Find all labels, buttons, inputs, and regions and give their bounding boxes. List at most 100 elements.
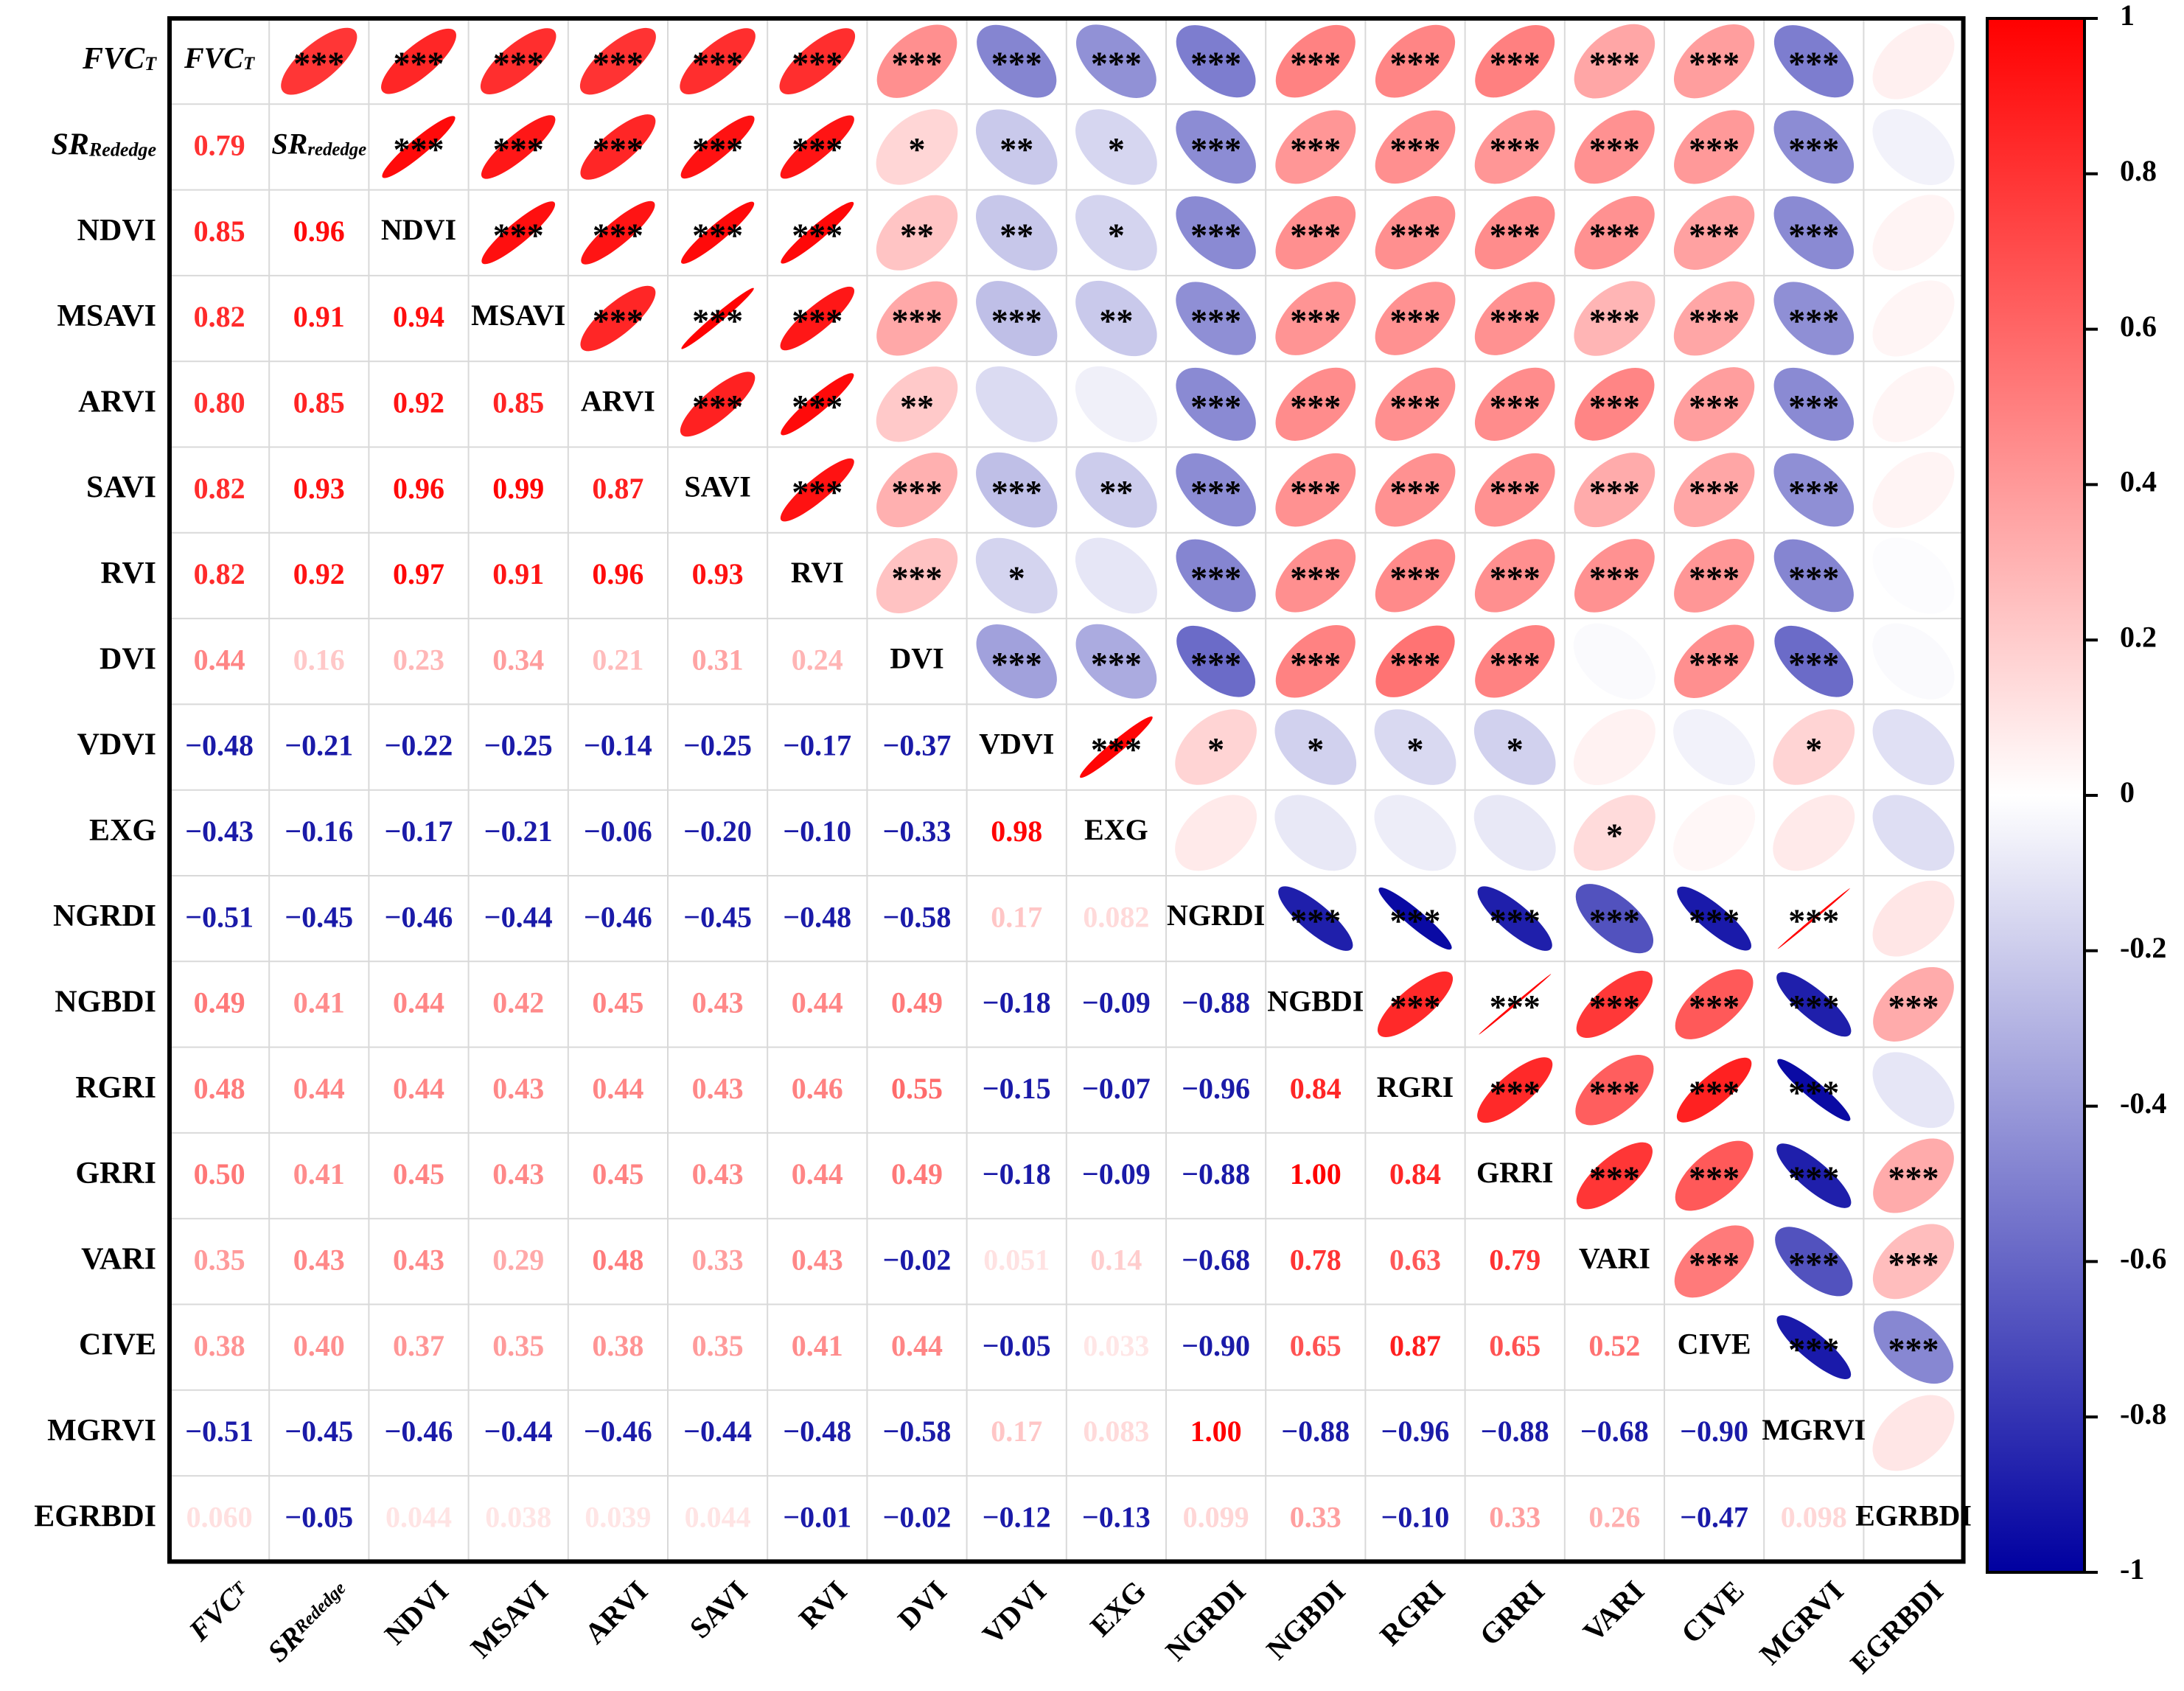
correlation-value: 0.21	[592, 643, 643, 676]
significance-stars: ***	[792, 45, 842, 83]
correlation-ellipse	[1872, 280, 1955, 357]
correlation-value: 0.84	[1290, 1072, 1342, 1105]
correlation-value: −0.20	[683, 815, 752, 848]
diagonal-label: RGRI	[1377, 1070, 1454, 1103]
significance-stars: ***	[1490, 388, 1541, 425]
significance-stars: ***	[1788, 559, 1839, 597]
correlation-ellipse	[976, 452, 1058, 528]
column-label: EGRBDI	[1843, 1574, 1949, 1679]
correlation-value: −0.21	[285, 729, 353, 762]
significance-stars: *	[1507, 731, 1524, 768]
correlation-ellipse	[1477, 886, 1552, 951]
significance-stars: ***	[1788, 1331, 1839, 1368]
correlation-value: 0.43	[792, 1244, 843, 1277]
correlation-ellipse	[1574, 24, 1656, 99]
colorbar-tick-label: 0.2	[2120, 620, 2157, 653]
correlation-ellipse	[1474, 367, 1555, 441]
correlation-value: 0.43	[393, 1244, 444, 1277]
column-label: SAVI	[683, 1574, 754, 1645]
significance-stars: ***	[892, 302, 943, 340]
significance-stars: ***	[1290, 559, 1341, 597]
correlation-value: 0.93	[293, 472, 345, 505]
significance-stars: ***	[1290, 302, 1341, 340]
correlation-ellipse	[1275, 367, 1356, 441]
significance-stars: ***	[1689, 559, 1740, 597]
correlation-value: 0.48	[592, 1244, 643, 1277]
correlation-value: 0.85	[492, 386, 544, 419]
correlation-value: −0.09	[1082, 1157, 1151, 1190]
significance-stars: ***	[1091, 645, 1142, 683]
correlation-value: −0.18	[983, 986, 1051, 1019]
correlation-ellipse	[1278, 886, 1353, 951]
correlation-ellipse	[1075, 624, 1157, 699]
colorbar-tick-label: -1	[2120, 1552, 2144, 1586]
correlation-ellipse	[481, 115, 556, 179]
significance-stars: ***	[1290, 902, 1341, 940]
correlation-ellipse	[1574, 367, 1655, 441]
correlation-ellipse	[1674, 110, 1755, 184]
correlation-ellipse	[1674, 624, 1754, 698]
correlation-ellipse	[1773, 453, 1855, 527]
significance-stars: ***	[1788, 45, 1839, 83]
correlation-value: 0.80	[194, 386, 245, 419]
significance-stars: ***	[792, 216, 842, 254]
correlation-ellipse	[1377, 971, 1454, 1037]
correlation-value: 0.50	[194, 1157, 245, 1190]
correlation-ellipse	[1873, 1138, 1954, 1213]
diagonal-label: SAVI	[684, 470, 750, 503]
significance-stars: ***	[493, 45, 544, 83]
correlation-ellipse	[1473, 795, 1556, 871]
correlation-ellipse	[1175, 795, 1257, 871]
row-label: NDVI	[77, 213, 156, 247]
correlation-value: 0.44	[393, 1072, 444, 1105]
correlation-ellipse	[1872, 795, 1955, 871]
correlation-value: 0.49	[194, 986, 245, 1019]
correlation-value: −0.21	[484, 815, 553, 848]
correlation-ellipse	[1774, 625, 1854, 697]
significance-stars: ***	[1689, 302, 1740, 340]
correlation-value: 0.48	[194, 1072, 245, 1105]
correlation-value: 0.044	[385, 1500, 452, 1533]
correlation-value: −0.12	[983, 1500, 1051, 1533]
significance-stars: *	[1606, 816, 1623, 854]
correlation-value: −0.46	[584, 900, 652, 933]
row-label: ARVI	[78, 385, 156, 419]
correlation-ellipse	[1773, 110, 1855, 184]
significance-stars: ***	[1490, 902, 1541, 940]
correlation-ellipse	[876, 281, 957, 356]
significance-stars: ***	[1290, 645, 1341, 683]
correlation-ellipse	[1275, 453, 1356, 527]
correlation-ellipse	[1873, 966, 1954, 1042]
significance-stars: ***	[1190, 559, 1241, 597]
correlation-value: 0.38	[592, 1329, 643, 1362]
correlation-ellipse	[1872, 452, 1955, 529]
correlation-value: −0.06	[584, 815, 652, 848]
correlation-ellipse	[1176, 110, 1256, 184]
correlation-value: −0.10	[783, 815, 851, 848]
significance-stars: ***	[1689, 216, 1740, 254]
significance-stars: ***	[1490, 130, 1541, 168]
row-labels: FVCT SRRededge NDVI MSAVI ARVI SAVI RVI DVI VDVI…	[34, 42, 157, 1533]
correlation-value: −0.46	[385, 1415, 453, 1448]
correlation-ellipse	[876, 453, 957, 528]
correlation-value: 0.79	[1489, 1244, 1541, 1277]
significance-stars: ***	[1589, 216, 1640, 254]
significance-stars: ***	[1091, 45, 1142, 83]
correlation-ellipse	[1176, 196, 1256, 270]
correlation-value: 1.00	[1290, 1157, 1342, 1190]
correlation-ellipse	[976, 281, 1058, 356]
correlation-value: 0.96	[293, 215, 345, 248]
correlation-value: 0.55	[891, 1072, 943, 1105]
diagonal-label: CIVE	[1678, 1328, 1751, 1361]
significance-stars: ***	[991, 45, 1042, 83]
diagonal-label: NGBDI	[1267, 985, 1364, 1018]
significance-stars: ***	[1589, 902, 1640, 940]
correlation-value: −0.14	[584, 729, 652, 762]
correlation-value: −0.10	[1381, 1500, 1450, 1533]
significance-stars: ***	[1788, 130, 1839, 168]
correlation-value: 0.33	[692, 1244, 744, 1277]
correlation-ellipse	[780, 286, 855, 351]
significance-stars: ***	[1490, 45, 1541, 83]
correlation-value: −0.46	[385, 900, 453, 933]
correlation-value: 0.99	[492, 472, 544, 505]
